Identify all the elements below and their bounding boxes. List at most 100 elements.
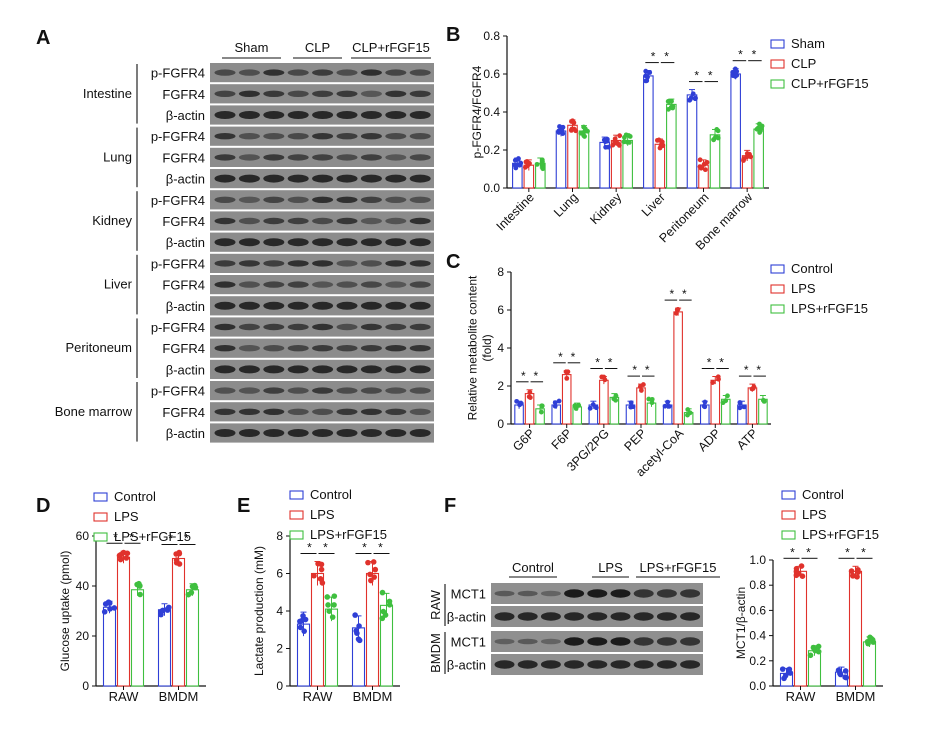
blot-band <box>680 612 701 621</box>
data-point <box>662 403 668 409</box>
blot-band <box>336 69 358 76</box>
y-tick-label: 2 <box>497 379 504 393</box>
blot-row-label: FGFR4 <box>162 214 205 229</box>
bar-lps-rfgf15 <box>130 589 145 687</box>
blot-band <box>336 429 358 437</box>
blot-row-label: β-actin <box>166 362 205 377</box>
blot-band <box>263 281 285 288</box>
data-point <box>782 672 789 679</box>
data-point <box>626 140 632 145</box>
data-point <box>687 97 693 103</box>
blot-band <box>238 408 260 415</box>
data-point <box>711 137 717 143</box>
data-point <box>191 582 198 589</box>
blot-band <box>517 660 538 669</box>
panel-letter-f: F <box>444 495 456 517</box>
legend-swatch <box>289 510 304 520</box>
data-point <box>365 559 371 566</box>
blot-band <box>385 154 407 161</box>
data-point <box>539 157 545 163</box>
data-point <box>297 624 304 631</box>
blot-band <box>360 365 382 374</box>
bar-lps <box>365 572 380 687</box>
data-point <box>702 404 708 410</box>
y-axis-label-line: Relative metabolite content <box>465 275 479 420</box>
blot-band <box>238 154 260 161</box>
blot-band <box>336 238 358 247</box>
blot-band <box>360 345 382 352</box>
blot-band <box>214 217 236 225</box>
x-tick-label: BMDM <box>159 689 199 704</box>
data-point <box>124 550 131 557</box>
blot-band <box>360 196 382 203</box>
bar-lps <box>116 556 131 687</box>
blot-band <box>409 174 431 183</box>
blot-band <box>214 196 236 203</box>
data-point <box>512 162 518 168</box>
data-point <box>621 139 627 145</box>
data-point <box>331 602 337 608</box>
x-tick-label: Kidney <box>587 190 624 227</box>
blot-band <box>360 69 382 76</box>
blot-band <box>312 260 334 267</box>
sig-star: * <box>129 530 134 544</box>
legend-swatch <box>781 530 796 540</box>
data-point <box>643 78 649 84</box>
blot-row-label: p-FGFR4 <box>151 193 205 208</box>
blot-band <box>263 69 285 76</box>
blot-band <box>385 69 407 76</box>
blot-band <box>214 408 236 415</box>
sig-star: * <box>651 50 656 64</box>
data-point <box>356 637 363 644</box>
data-point <box>176 549 182 556</box>
group-label: LPS+rFGF15 <box>640 560 717 575</box>
legend-label: CLP <box>791 56 816 71</box>
blot-band <box>360 217 382 225</box>
data-point <box>669 98 674 104</box>
blot-band <box>633 660 654 669</box>
blot-band <box>238 90 260 98</box>
data-point <box>751 384 757 390</box>
blot-band <box>287 260 309 267</box>
data-point <box>848 568 855 574</box>
data-point <box>568 127 574 133</box>
blot-band <box>214 174 236 183</box>
data-point <box>793 568 800 575</box>
y-tick-label: 20 <box>76 629 90 643</box>
group-label: Sham <box>235 40 269 55</box>
blot-row-label: MCT1 <box>451 635 486 650</box>
blot-band <box>336 90 358 98</box>
data-point <box>331 593 338 599</box>
sig-star: * <box>362 541 367 555</box>
y-tick-label: 40 <box>76 579 90 593</box>
blot-band <box>214 301 236 310</box>
y-axis-label-line: (fold) <box>480 334 494 361</box>
x-tick-label: ADP <box>695 426 723 454</box>
blot-band <box>409 238 431 247</box>
sig-star: * <box>378 541 383 555</box>
y-tick-label: 8 <box>276 529 283 543</box>
data-point <box>674 307 680 313</box>
blot-band <box>336 323 358 331</box>
data-point <box>565 369 571 375</box>
chart-panel-c: 0 2 4 6 8 Relative metabolite content(fold) * *… <box>465 261 868 479</box>
data-point <box>693 95 698 101</box>
blot-band <box>336 281 358 288</box>
data-point <box>552 400 558 405</box>
blot-band <box>409 281 431 288</box>
blot-strip <box>210 275 434 295</box>
bar-lps <box>793 570 808 687</box>
data-point <box>318 566 325 573</box>
blot-band <box>214 238 236 247</box>
bar-sham <box>686 94 698 189</box>
y-tick-label: 0.8 <box>483 29 500 43</box>
data-point <box>582 129 588 134</box>
legend-label: Sham <box>791 36 825 51</box>
data-point <box>657 145 663 151</box>
blot-band <box>238 323 260 331</box>
y-tick-label: 0.4 <box>483 105 500 119</box>
blot-band <box>633 589 654 598</box>
data-point <box>353 628 360 634</box>
legend-swatch <box>781 490 796 500</box>
data-point <box>842 674 848 681</box>
